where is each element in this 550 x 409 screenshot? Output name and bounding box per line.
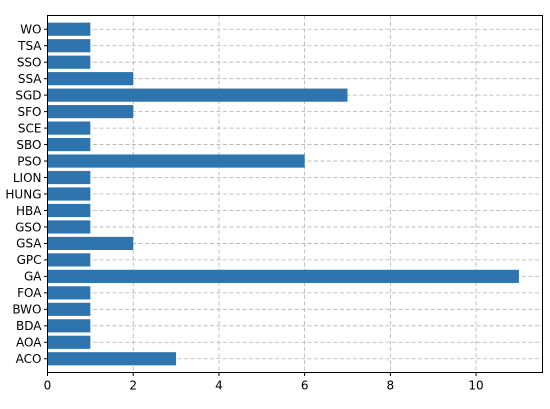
bars (47, 22, 519, 366)
y-tick-label: SFO (18, 105, 42, 119)
y-tick-label: PSO (17, 154, 41, 168)
y-tick-label: SCE (18, 121, 42, 135)
bar-sce (47, 121, 91, 135)
bar-sgd (47, 88, 348, 102)
y-tick-label: WO (20, 23, 41, 37)
y-tick-label: HUNG (5, 187, 41, 201)
bar-foa (47, 286, 91, 300)
y-tick-label: BWO (12, 303, 41, 317)
bar-tsa (47, 39, 91, 53)
bar-ssa (47, 72, 134, 86)
bar-aoa (47, 335, 91, 349)
y-tick-label: AOA (16, 336, 42, 350)
bar-aco (47, 352, 177, 366)
bar-wo (47, 22, 91, 36)
bar-sfo (47, 105, 134, 119)
bar-pso (47, 154, 305, 168)
x-tick-label: 10 (468, 379, 483, 393)
y-tick-label: SGD (15, 88, 41, 102)
bar-gso (47, 220, 91, 234)
bar-lion (47, 170, 91, 185)
y-tick-label: SBO (16, 138, 41, 152)
y-tick-label: GSO (15, 220, 41, 234)
x-tick-label: 2 (129, 379, 137, 393)
y-tick-label: SSA (18, 72, 42, 86)
bar-gpc (47, 253, 91, 267)
bar-hba (47, 203, 91, 218)
y-tick-label: GPC (17, 253, 42, 267)
y-tick-label: TSA (17, 39, 42, 53)
bar-bda (47, 319, 91, 333)
y-tick-label: BDA (16, 319, 42, 333)
bar-hung (47, 187, 91, 201)
x-axis-ticks: 0 2 4 6 8 10 (44, 372, 484, 393)
y-tick-label: ACO (16, 352, 42, 366)
y-tick-label: HBA (16, 204, 42, 218)
bar-sso (47, 55, 91, 69)
y-tick-label: GSA (16, 237, 42, 251)
x-tick-label: 8 (387, 379, 395, 393)
y-tick-label: FOA (17, 286, 42, 300)
y-axis-ticks: ACO AOA BDA BWO FOA GA GPC GSA GSO HBA HUNG LION PSO… (5, 23, 48, 366)
x-tick-label: 4 (215, 379, 223, 393)
y-tick-label: GA (24, 270, 42, 284)
x-tick-label: 0 (44, 379, 52, 393)
y-tick-label: SSO (17, 55, 42, 69)
bar-ga (47, 269, 519, 283)
bar-gsa (47, 236, 134, 251)
x-tick-label: 6 (301, 379, 309, 393)
grid-lines (47, 15, 543, 373)
bar-bwo (47, 302, 91, 316)
bar-sbo (47, 137, 91, 152)
y-tick-label: LION (13, 171, 42, 185)
